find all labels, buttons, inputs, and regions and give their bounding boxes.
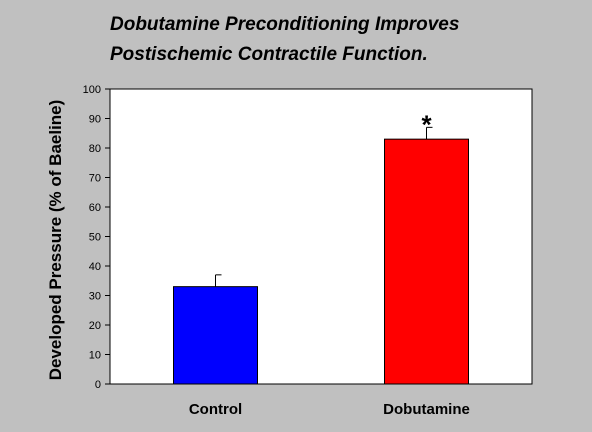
y-tick-label: 10 xyxy=(89,350,101,362)
significance-marker: * xyxy=(421,109,432,139)
y-tick-label: 100 xyxy=(83,84,101,96)
y-tick-label: 60 xyxy=(89,202,101,214)
y-tick-label: 20 xyxy=(89,320,101,332)
y-tick-label: 0 xyxy=(95,379,101,391)
y-axis: 0 10 20 30 40 50 60 70 80 90 100 xyxy=(83,84,110,391)
y-tick-label: 40 xyxy=(89,261,101,273)
y-tick-label: 50 xyxy=(89,232,101,244)
x-axis-labels: Control Dobutamine xyxy=(189,401,470,418)
y-tick-label: 90 xyxy=(89,114,101,126)
x-tick-label-control: Control xyxy=(189,401,242,418)
bars-group: * xyxy=(173,109,469,385)
y-tick-label: 80 xyxy=(89,143,101,155)
y-tick-label: 70 xyxy=(89,173,101,185)
x-tick-label-dobutamine: Dobutamine xyxy=(383,401,470,418)
bar-control xyxy=(173,286,258,385)
y-tick-label: 30 xyxy=(89,291,101,303)
y-axis-label: Developed Pressure (% of Baeline) xyxy=(46,100,65,381)
chart-title-line-1: Dobutamine Preconditioning Improves xyxy=(110,14,460,35)
bar-dobutamine xyxy=(384,138,469,385)
chart-title-line-2: Postischemic Contractile Function. xyxy=(110,44,428,65)
